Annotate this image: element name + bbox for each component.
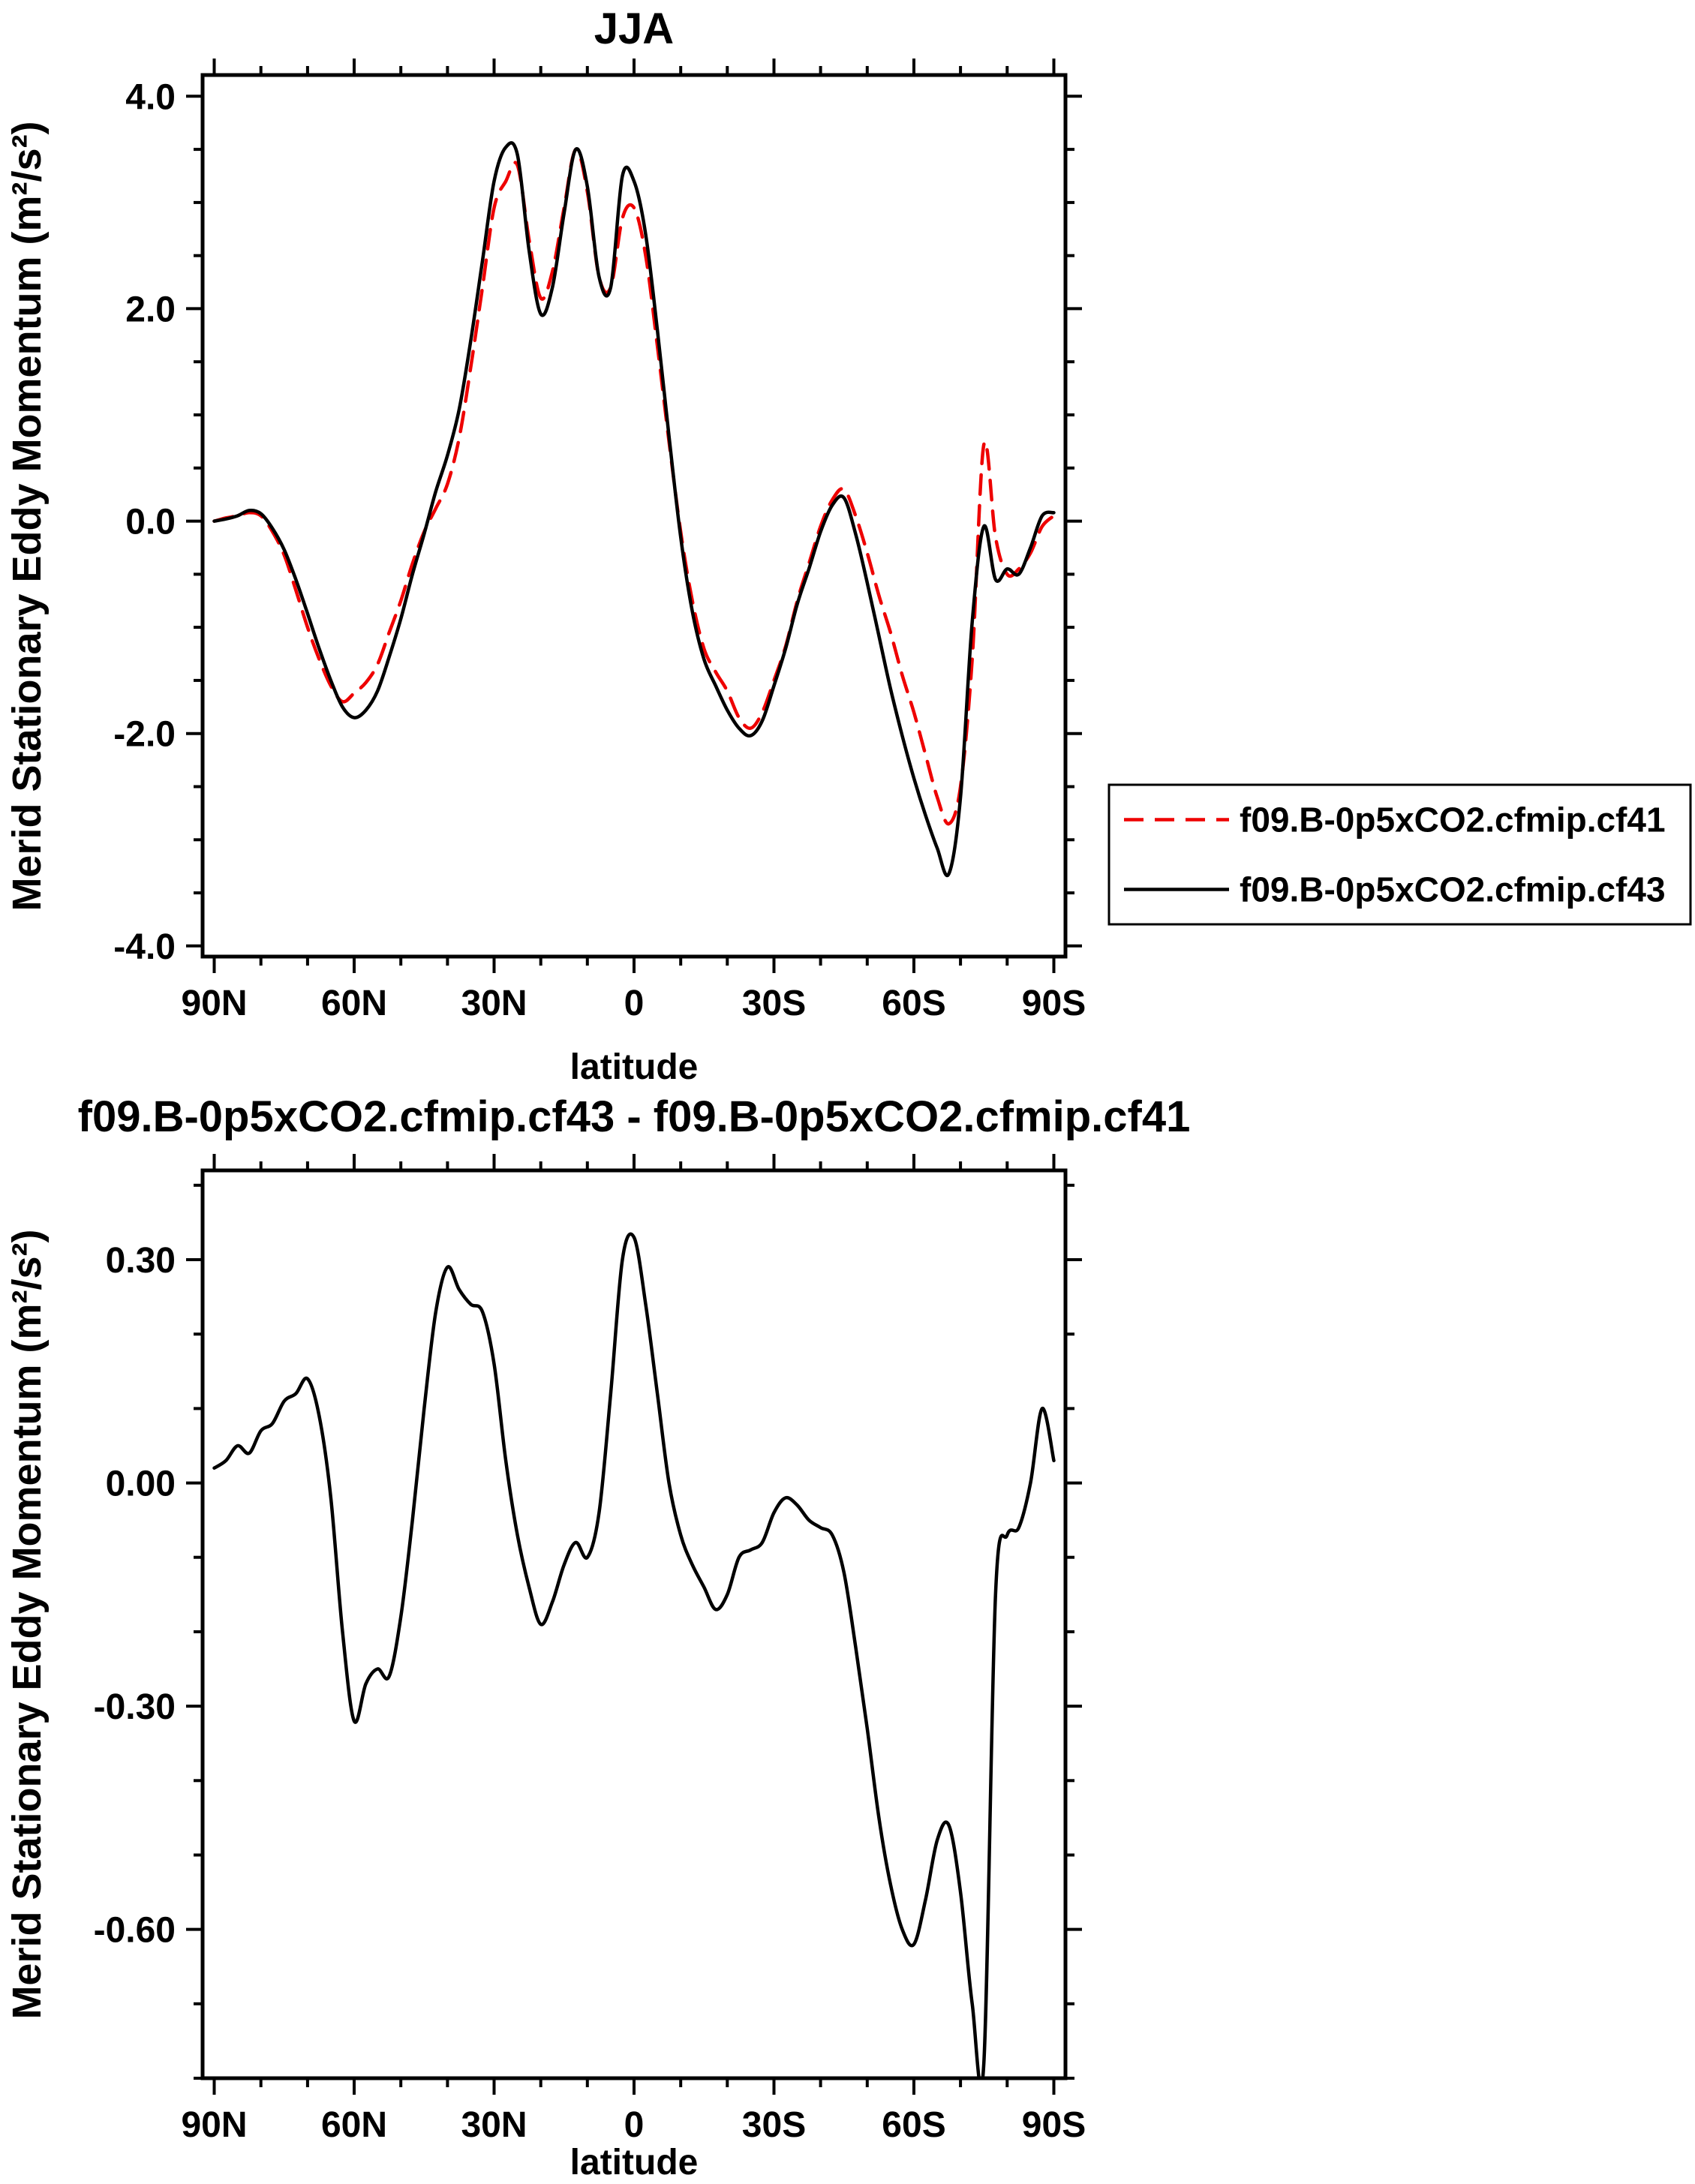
- x-tick-label: 30N: [461, 984, 527, 1023]
- series-line-f09.B-0p5xCO2.cfmip.cf41: [212, 147, 1056, 826]
- x-tick-label: 90N: [181, 984, 247, 1023]
- y-tick-label: 0.30: [106, 1241, 176, 1281]
- panel-jja-plot-area: 90N 60N 30N 0 30S 60S 90S -4.0 -2.0 0.0 2.0 4.0 f09.…: [113, 59, 1692, 1023]
- x-tick-label: 30S: [742, 984, 806, 1023]
- x-tick-label: 60S: [882, 984, 945, 1023]
- x-tick-label: 60S: [882, 2105, 945, 2145]
- y-tick-label: -2.0: [113, 715, 176, 755]
- plot-frame: [200, 73, 1068, 959]
- y-tick-label: -0.30: [94, 1687, 176, 1727]
- x-tick-label: 90S: [1022, 2105, 1086, 2145]
- panel-difference-y-axis-label: Merid Stationary Eddy Momentum (m²/s²): [5, 1229, 50, 2019]
- y-tick-label: -4.0: [113, 927, 176, 967]
- y-tick-label: -0.60: [94, 1911, 176, 1951]
- panel-difference-plot-area: 90N 60N 30N 0 30S 60S 90S -0.60 -0.30 0.00 0.30: [94, 1154, 1086, 2145]
- panel-jja-y-axis-label: Merid Stationary Eddy Momentum (m²/s²): [5, 121, 50, 911]
- legend-label: f09.B-0p5xCO2.cfmip.cf43: [1240, 870, 1666, 909]
- x-tick-label: 90S: [1022, 984, 1086, 1023]
- panel-jja-x-axis-label: latitude: [570, 1047, 699, 1087]
- legend: f09.B-0p5xCO2.cfmip.cf41 f09.B-0p5xCO2.cf…: [1107, 783, 1692, 926]
- panel-difference-title: f09.B-0p5xCO2.cfmip.cf43 - f09.B-0p5xCO2…: [78, 1092, 1191, 1141]
- y-tick-label: 2.0: [125, 290, 176, 329]
- y-tick-label: 0.0: [125, 503, 176, 542]
- x-tick-label: 0: [624, 2105, 645, 2145]
- x-tick-label: 90N: [181, 2105, 247, 2145]
- axis-ticks: [186, 59, 1082, 973]
- x-tick-label: 60N: [321, 2105, 387, 2145]
- panel-jja-title: JJA: [594, 5, 674, 53]
- x-tick-label: 60N: [321, 984, 387, 1023]
- x-tick-label: 30S: [742, 2105, 806, 2145]
- panel-difference: f09.B-0p5xCO2.cfmip.cf43 - f09.B-0p5xCO2…: [5, 1092, 1190, 2182]
- y-tick-label: 4.0: [125, 77, 176, 117]
- x-tick-label: 0: [624, 984, 645, 1023]
- panel-jja: JJA Merid Stationary Eddy Momentum (m²/s…: [5, 5, 1692, 1087]
- axis-ticks: [186, 1154, 1082, 2095]
- y-tick-label: 0.00: [106, 1465, 176, 1504]
- x-tick-label: 30N: [461, 2105, 527, 2145]
- panel-difference-x-axis-label: latitude: [570, 2143, 699, 2182]
- legend-box: [1107, 783, 1692, 926]
- series-line-f09.B-0p5xCO2.cfmip.cf43: [212, 141, 1056, 878]
- legend-label: f09.B-0p5xCO2.cfmip.cf41: [1240, 801, 1666, 840]
- plot-frame: [200, 1168, 1068, 2080]
- series-line-difference: [212, 1232, 1056, 2078]
